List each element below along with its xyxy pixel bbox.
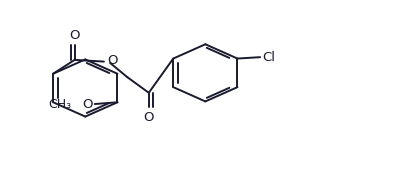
Text: Cl: Cl [263, 51, 275, 64]
Text: O: O [82, 98, 93, 111]
Text: O: O [70, 29, 80, 42]
Text: O: O [107, 54, 118, 67]
Text: O: O [143, 111, 154, 124]
Text: CH₃: CH₃ [48, 98, 72, 111]
